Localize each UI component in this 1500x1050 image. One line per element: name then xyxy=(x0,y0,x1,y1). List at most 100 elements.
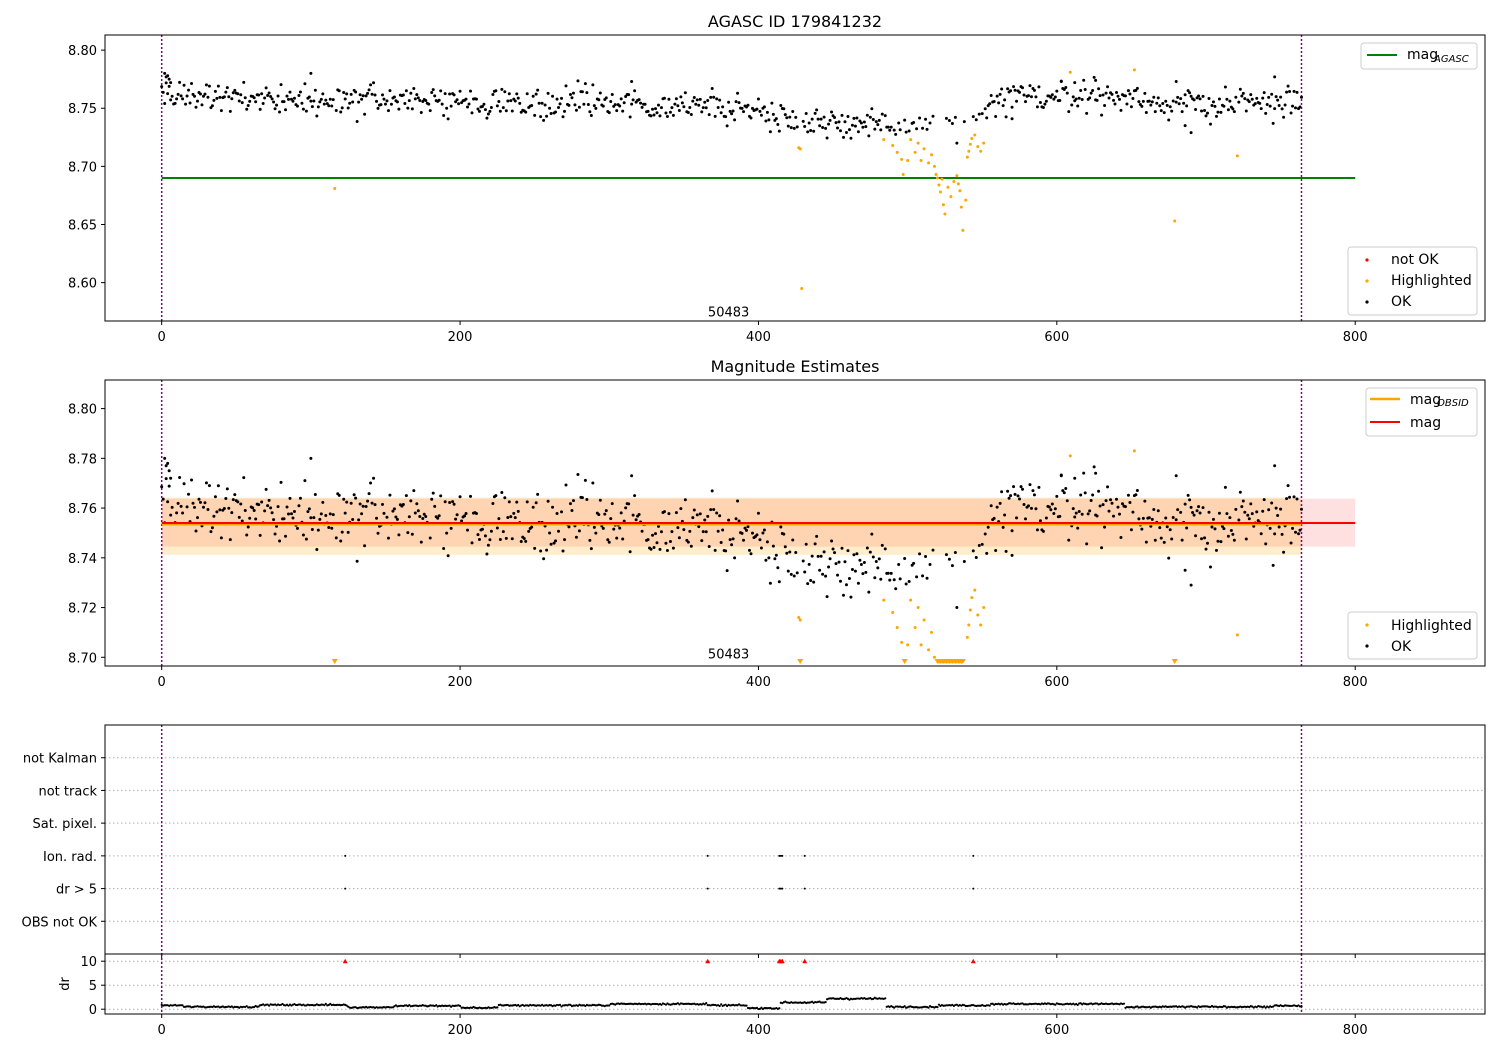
ok-point-421 xyxy=(789,126,793,130)
ok-point-142 xyxy=(373,93,377,97)
ok-point-259 xyxy=(548,531,552,535)
ok-point-330 xyxy=(654,107,658,111)
ok-point-433 xyxy=(812,580,816,584)
ok-point-287 xyxy=(589,547,593,551)
ok-point-568 xyxy=(1071,95,1075,99)
ok-point-205 xyxy=(467,102,471,106)
ok-point-722 xyxy=(167,77,171,81)
ok-point-169 xyxy=(413,97,417,101)
ok-point-714 xyxy=(1294,106,1298,110)
ok-point-13 xyxy=(179,504,183,508)
ok-point-329 xyxy=(652,113,656,117)
ok-point-456 xyxy=(846,549,850,553)
ok-point-735 xyxy=(955,141,959,145)
ok-point-537 xyxy=(1023,517,1027,521)
ok-point-28 xyxy=(201,94,205,98)
ok-point-467 xyxy=(862,560,866,564)
ok-point-283 xyxy=(583,478,587,482)
ok-point-255 xyxy=(542,557,546,561)
dr-clipped-6 xyxy=(970,958,976,964)
ok-point-349 xyxy=(682,528,686,532)
ok-point-143 xyxy=(375,99,379,103)
ok-point-307 xyxy=(619,97,623,101)
ok-point-353 xyxy=(688,106,692,110)
ok-point-638 xyxy=(1179,97,1183,101)
ok-point-23 xyxy=(194,105,198,109)
ok-point-466 xyxy=(861,572,865,576)
ok-point-195 xyxy=(452,502,456,506)
highlighted-point-23 xyxy=(941,203,945,207)
y-tick-label-8.78: 8.78 xyxy=(68,452,97,467)
dr-point-6-267 xyxy=(558,1003,562,1006)
ok-point-714 xyxy=(1294,530,1298,534)
ok-point-366 xyxy=(707,544,711,548)
ok-point-680 xyxy=(1243,510,1247,514)
ok-point-96 xyxy=(303,82,307,86)
ok-point-484 xyxy=(889,125,893,129)
ok-point-210 xyxy=(474,97,478,101)
ok-point-642 xyxy=(1185,526,1189,530)
ok-point-697 xyxy=(1268,526,1272,530)
ok-point-430 xyxy=(807,121,811,125)
ok-point-346 xyxy=(677,536,681,540)
ok-point-135 xyxy=(363,544,367,548)
ok-point-206 xyxy=(469,494,473,498)
ok-point-726 xyxy=(1059,474,1063,478)
ok-point-661 xyxy=(1213,527,1217,531)
y-tick-label-8.70: 8.70 xyxy=(68,651,97,666)
ok-point-659 xyxy=(1210,525,1214,529)
ok-point-679 xyxy=(1241,91,1245,95)
ok-point-566 xyxy=(1067,538,1071,542)
ok-point-216 xyxy=(483,534,487,538)
ok-point-240 xyxy=(519,539,523,543)
ok-point-627 xyxy=(1161,102,1165,106)
ok-point-468 xyxy=(864,125,868,129)
ok-point-265 xyxy=(557,105,561,109)
ok-point-307 xyxy=(619,511,623,515)
highlighted-point-40 xyxy=(979,149,983,153)
ok-point-513 xyxy=(988,102,992,106)
ok-point-203 xyxy=(464,512,468,516)
ok-point-122 xyxy=(343,97,347,101)
dr-point-4-184 xyxy=(435,1004,438,1007)
ok-point-126 xyxy=(349,92,353,96)
ok-point-336 xyxy=(662,96,666,100)
ok-point-381 xyxy=(730,112,734,116)
ok-point-520 xyxy=(998,92,1002,96)
ok-point-196 xyxy=(454,517,458,521)
highlighted-point-20 xyxy=(937,183,941,187)
highlighted-point-18 xyxy=(934,173,938,177)
ok-point-524 xyxy=(1004,115,1008,119)
highlighted-point-16 xyxy=(930,630,934,634)
ok-point-626 xyxy=(1159,109,1163,113)
ok-point-567 xyxy=(1070,103,1074,107)
dr-point-9-414 xyxy=(778,1007,781,1010)
ok-point-3 xyxy=(164,81,168,85)
ok-point-321 xyxy=(640,105,644,109)
ok-point-655 xyxy=(1204,114,1208,118)
ok-point-306 xyxy=(618,526,622,530)
highlighted-point-35 xyxy=(967,149,971,153)
ok-point-84 xyxy=(285,94,289,98)
highlighted-point-11 xyxy=(913,150,917,154)
ok-point-704 xyxy=(1279,507,1283,511)
ok-point-320 xyxy=(639,101,643,105)
x-tick-label-400: 400 xyxy=(746,1023,771,1038)
offscale-marker-20 xyxy=(959,659,966,664)
panel-agasc-title: AGASC ID 179841232 xyxy=(708,12,882,31)
ok-point-413 xyxy=(777,129,781,133)
offscale-marker-1 xyxy=(797,659,804,664)
highlighted-point-13 xyxy=(919,159,923,163)
ok-point-131 xyxy=(357,100,361,104)
ok-point-171 xyxy=(416,96,420,100)
ok-point-588 xyxy=(1101,503,1105,507)
ok-point-214 xyxy=(480,527,484,531)
ok-point-163 xyxy=(404,89,408,93)
ok-point-187 xyxy=(440,102,444,106)
ok-point-532 xyxy=(1016,494,1020,498)
ok-point-382 xyxy=(731,109,735,113)
ok-point-731 xyxy=(1183,124,1187,128)
flag-label-1: not track xyxy=(38,784,97,799)
ok-point-543 xyxy=(1032,88,1036,92)
ok-point-54 xyxy=(240,101,244,105)
